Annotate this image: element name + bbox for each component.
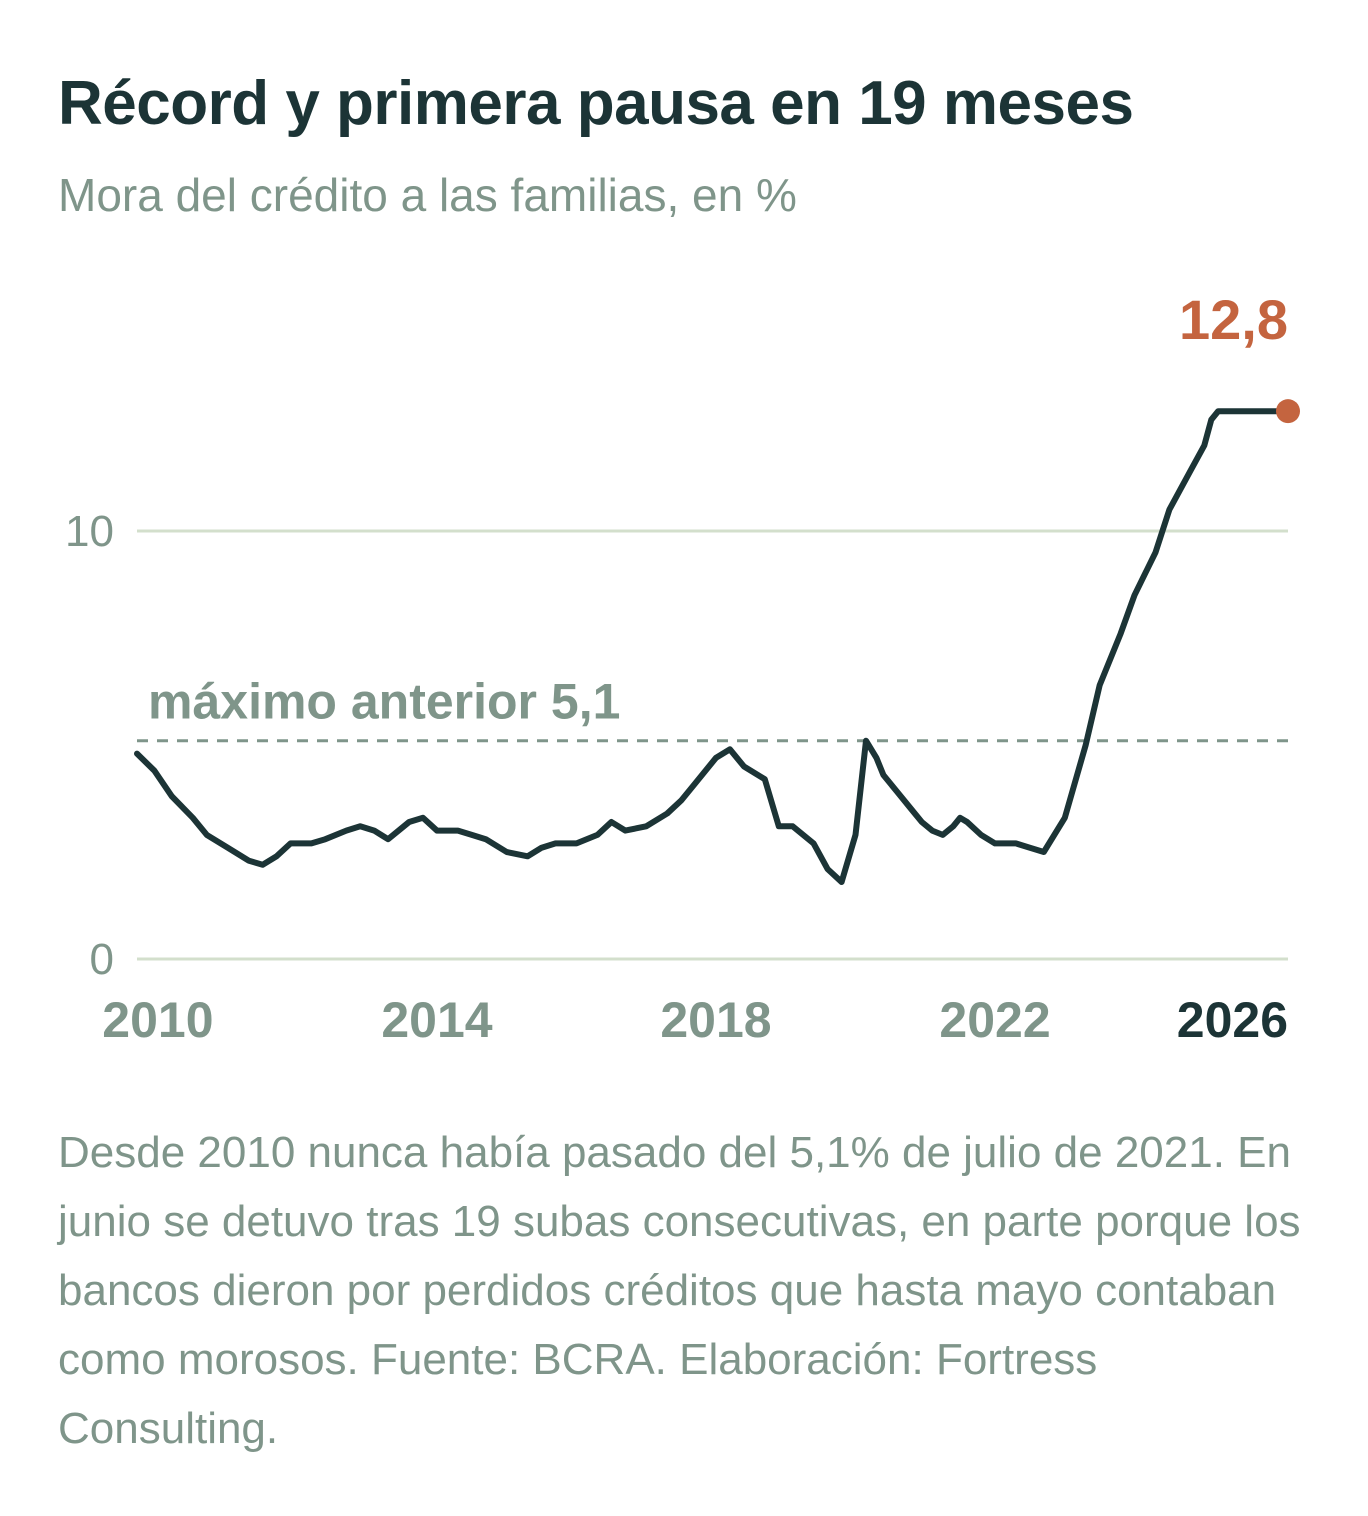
x-tick-label: 2010	[102, 992, 213, 1048]
y-tick-label: 10	[65, 507, 114, 556]
end-point-marker	[1276, 399, 1300, 424]
chart-footnote: Desde 2010 nunca había pasado del 5,1% d…	[58, 1128, 1301, 1453]
reference-line-label: máximo anterior 5,1	[148, 674, 620, 730]
x-tick-label: 2018	[660, 992, 771, 1048]
x-tick-label: 2026	[1177, 992, 1288, 1048]
reference-line-group: máximo anterior 5,1	[137, 674, 1288, 743]
x-tick-label: 2014	[381, 992, 492, 1048]
series-line	[134, 408, 1291, 885]
chart-subtitle: Mora del crédito a las familias, en %	[58, 169, 797, 221]
series-group: 12,8	[134, 288, 1300, 885]
chart-title: Récord y primera pausa en 19 meses	[58, 69, 1134, 138]
y-axis: 0 10	[65, 507, 114, 984]
y-tick-label: 0	[90, 935, 114, 984]
x-axis: 2010 2014 2018 2022 2026	[102, 992, 1288, 1048]
x-tick-label: 2022	[939, 992, 1050, 1048]
line-chart: máximo anterior 5,1 12,8 2010 2014 2018 202…	[65, 288, 1300, 1048]
gridlines	[137, 529, 1288, 961]
end-value-label: 12,8	[1179, 288, 1288, 351]
